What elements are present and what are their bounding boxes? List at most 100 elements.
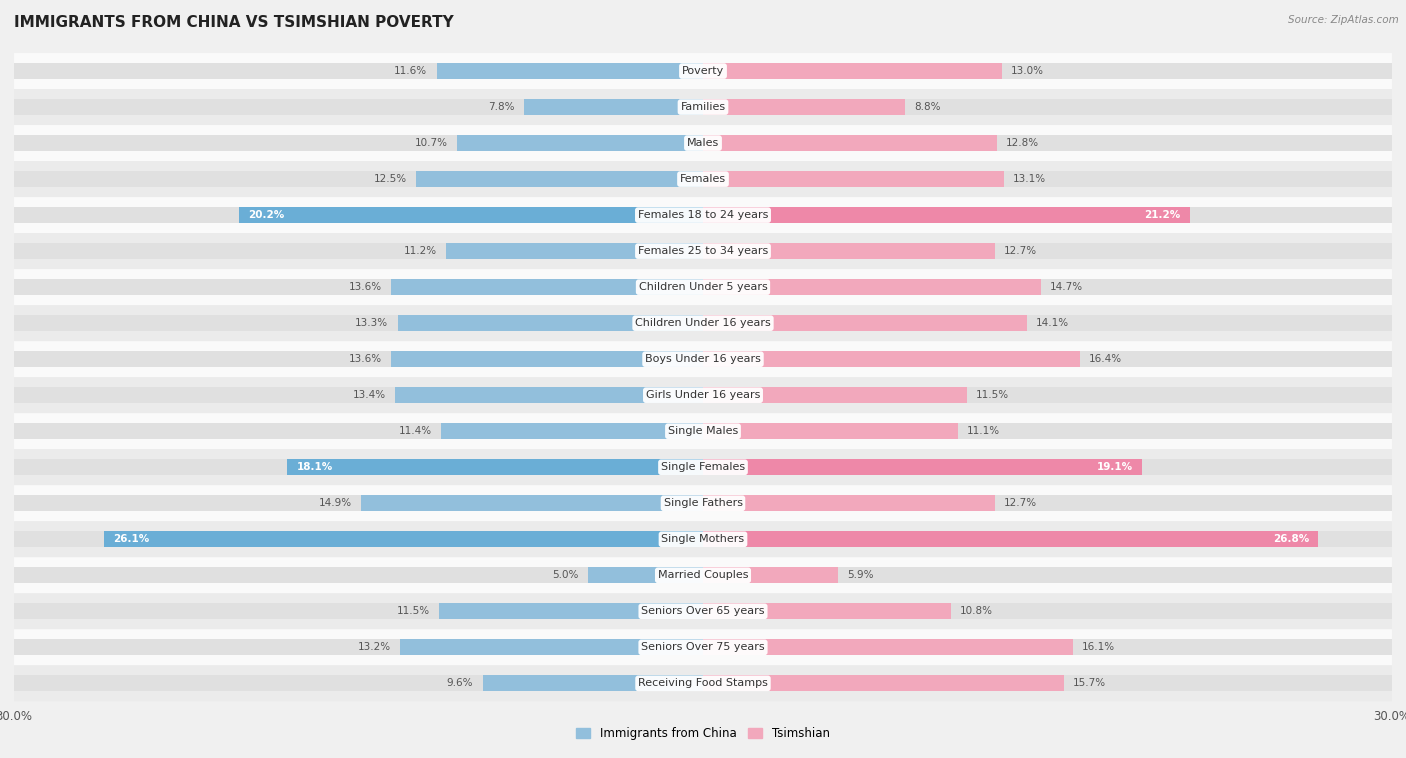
FancyBboxPatch shape xyxy=(14,413,1392,449)
Bar xyxy=(703,387,967,403)
Text: 11.5%: 11.5% xyxy=(396,606,430,616)
Bar xyxy=(703,495,1392,512)
Bar xyxy=(703,675,1063,691)
Bar xyxy=(703,63,1392,79)
Bar xyxy=(361,495,703,512)
Text: Children Under 5 years: Children Under 5 years xyxy=(638,282,768,292)
Text: 14.9%: 14.9% xyxy=(319,498,352,509)
Text: Males: Males xyxy=(688,138,718,148)
Text: 5.0%: 5.0% xyxy=(553,570,579,581)
Bar xyxy=(14,675,703,691)
Bar xyxy=(14,207,703,224)
Text: Children Under 16 years: Children Under 16 years xyxy=(636,318,770,328)
FancyBboxPatch shape xyxy=(14,666,1392,701)
Bar xyxy=(703,207,1189,224)
Text: Single Females: Single Females xyxy=(661,462,745,472)
Text: 13.6%: 13.6% xyxy=(349,354,381,364)
Bar xyxy=(14,315,703,331)
Text: Single Males: Single Males xyxy=(668,426,738,436)
Text: Females 25 to 34 years: Females 25 to 34 years xyxy=(638,246,768,256)
Text: Families: Families xyxy=(681,102,725,112)
Bar xyxy=(391,279,703,296)
Bar xyxy=(703,603,1392,619)
FancyBboxPatch shape xyxy=(14,377,1392,413)
Text: Poverty: Poverty xyxy=(682,66,724,76)
FancyBboxPatch shape xyxy=(14,233,1392,269)
Bar xyxy=(416,171,703,187)
Text: 26.8%: 26.8% xyxy=(1272,534,1309,544)
Bar xyxy=(287,459,703,475)
Bar xyxy=(703,567,838,584)
Bar xyxy=(703,351,1080,368)
Text: 21.2%: 21.2% xyxy=(1144,210,1181,220)
Text: 11.4%: 11.4% xyxy=(399,426,432,436)
Bar xyxy=(14,459,703,475)
FancyBboxPatch shape xyxy=(14,125,1392,161)
Bar xyxy=(703,63,1001,79)
Bar xyxy=(14,99,703,115)
Text: Girls Under 16 years: Girls Under 16 years xyxy=(645,390,761,400)
Bar xyxy=(703,243,1392,259)
Bar xyxy=(588,567,703,584)
Bar xyxy=(14,567,703,584)
Text: 11.6%: 11.6% xyxy=(394,66,427,76)
Bar xyxy=(14,639,703,656)
FancyBboxPatch shape xyxy=(14,305,1392,341)
Text: Seniors Over 75 years: Seniors Over 75 years xyxy=(641,642,765,653)
Bar xyxy=(14,495,703,512)
FancyBboxPatch shape xyxy=(14,557,1392,594)
Bar xyxy=(703,171,1004,187)
FancyBboxPatch shape xyxy=(14,485,1392,522)
Text: 16.4%: 16.4% xyxy=(1088,354,1122,364)
Bar xyxy=(398,315,703,331)
Bar xyxy=(703,207,1392,224)
Bar xyxy=(703,315,1392,331)
Bar xyxy=(14,603,703,619)
Bar xyxy=(437,63,703,79)
Bar xyxy=(703,99,1392,115)
Text: 26.1%: 26.1% xyxy=(112,534,149,544)
Text: Married Couples: Married Couples xyxy=(658,570,748,581)
Bar xyxy=(703,639,1392,656)
FancyBboxPatch shape xyxy=(14,53,1392,89)
FancyBboxPatch shape xyxy=(14,594,1392,629)
FancyBboxPatch shape xyxy=(14,629,1392,666)
Bar xyxy=(104,531,703,547)
Text: 12.8%: 12.8% xyxy=(1007,138,1039,148)
Bar xyxy=(703,603,950,619)
Bar xyxy=(703,243,994,259)
Bar xyxy=(703,135,1392,151)
Text: Receiving Food Stamps: Receiving Food Stamps xyxy=(638,678,768,688)
Legend: Immigrants from China, Tsimshian: Immigrants from China, Tsimshian xyxy=(571,722,835,744)
Text: 13.4%: 13.4% xyxy=(353,390,387,400)
Text: 11.2%: 11.2% xyxy=(404,246,437,256)
Bar xyxy=(703,387,1392,403)
Text: 13.2%: 13.2% xyxy=(357,642,391,653)
Text: 11.5%: 11.5% xyxy=(976,390,1010,400)
FancyBboxPatch shape xyxy=(14,269,1392,305)
Text: 14.7%: 14.7% xyxy=(1050,282,1083,292)
FancyBboxPatch shape xyxy=(14,161,1392,197)
Text: Single Fathers: Single Fathers xyxy=(664,498,742,509)
Text: 9.6%: 9.6% xyxy=(447,678,474,688)
Bar xyxy=(703,639,1073,656)
Text: 15.7%: 15.7% xyxy=(1073,678,1107,688)
Text: 14.1%: 14.1% xyxy=(1036,318,1069,328)
Text: 8.8%: 8.8% xyxy=(914,102,941,112)
Bar xyxy=(446,243,703,259)
Text: 10.8%: 10.8% xyxy=(960,606,993,616)
Text: Source: ZipAtlas.com: Source: ZipAtlas.com xyxy=(1288,15,1399,25)
Bar xyxy=(14,423,703,440)
Bar xyxy=(703,459,1142,475)
FancyBboxPatch shape xyxy=(14,341,1392,377)
Bar xyxy=(703,351,1392,368)
Bar xyxy=(703,279,1392,296)
Bar xyxy=(14,171,703,187)
Text: 18.1%: 18.1% xyxy=(297,462,333,472)
Text: 20.2%: 20.2% xyxy=(249,210,284,220)
Bar xyxy=(703,531,1319,547)
FancyBboxPatch shape xyxy=(14,522,1392,557)
Text: 7.8%: 7.8% xyxy=(488,102,515,112)
Bar xyxy=(482,675,703,691)
Text: Single Mothers: Single Mothers xyxy=(661,534,745,544)
